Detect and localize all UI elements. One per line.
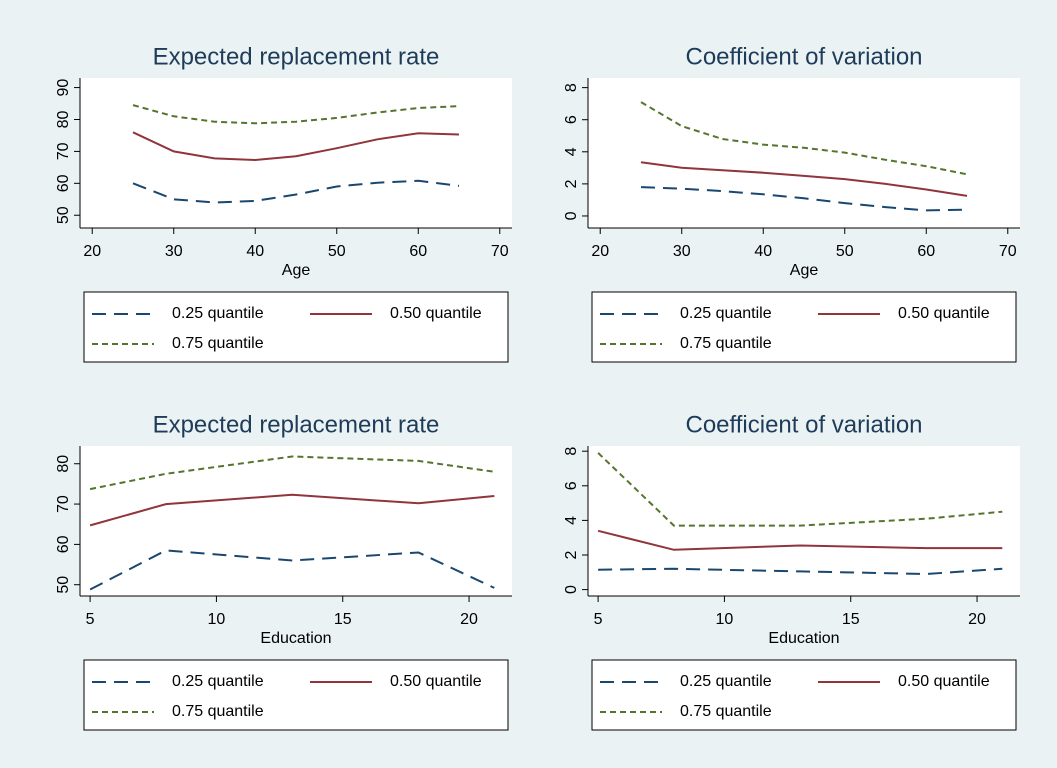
x-tick-label: 30 <box>673 243 691 260</box>
x-tick-label: 20 <box>83 243 101 260</box>
x-tick-label: 50 <box>836 243 854 260</box>
y-tick-label: 50 <box>55 206 72 224</box>
y-tick-label: 50 <box>55 576 72 594</box>
series-line <box>89 493 495 527</box>
y-tick-label: 8 <box>563 83 580 92</box>
legend-label: 0.75 quantile <box>680 335 772 352</box>
series-line <box>89 549 495 591</box>
legend-label: 0.25 quantile <box>680 673 772 690</box>
chart-title: Expected replacement rate <box>153 411 440 438</box>
y-tick-label: 60 <box>55 535 72 553</box>
panel: Coefficient of variation 0 2 4 6 8 20 30 40 50 60 7… <box>563 43 1020 363</box>
x-tick-label: 60 <box>917 243 935 260</box>
x-tick-label: 30 <box>165 243 183 260</box>
y-tick-label: 0 <box>563 211 580 220</box>
chart-title: Coefficient of variation <box>685 43 922 70</box>
y-tick-label: 70 <box>55 495 72 513</box>
legend-label: 0.75 quantile <box>680 703 772 720</box>
y-tick-label: 80 <box>55 110 72 128</box>
legend-label: 0.25 quantile <box>172 305 264 322</box>
x-tick-label: 10 <box>208 611 226 628</box>
y-tick-label: 60 <box>55 174 72 192</box>
series-line <box>597 529 1003 551</box>
legend-label: 0.50 quantile <box>898 673 990 690</box>
legend-box <box>83 659 509 731</box>
x-tick-label: 15 <box>334 611 352 628</box>
y-tick-label: 6 <box>563 115 580 124</box>
x-axis-label: Age <box>790 262 819 279</box>
chart-title: Expected replacement rate <box>153 43 440 70</box>
x-tick-label: 5 <box>86 611 95 628</box>
series-line <box>640 101 968 176</box>
x-axis-label: Education <box>768 630 839 647</box>
x-tick-label: 20 <box>460 611 478 628</box>
series-line <box>89 455 495 491</box>
series-line <box>132 104 460 125</box>
legend-label: 0.75 quantile <box>172 703 264 720</box>
panel: Expected replacement rate 50 60 70 80 5 10 15 20… <box>55 411 512 731</box>
legend-label: 0.50 quantile <box>390 673 482 690</box>
x-tick-label: 70 <box>999 243 1017 260</box>
plot-area <box>80 78 512 228</box>
x-tick-label: 50 <box>328 243 346 260</box>
y-tick-label: 70 <box>55 142 72 160</box>
series-line <box>132 131 460 162</box>
x-tick-label: 10 <box>716 611 734 628</box>
panel: Expected replacement rate 50 60 70 80 90 20 30 4… <box>55 43 512 363</box>
y-tick-label: 2 <box>563 179 580 188</box>
x-tick-label: 40 <box>246 243 264 260</box>
y-tick-label: 4 <box>563 516 580 525</box>
legend-label: 0.50 quantile <box>898 305 990 322</box>
x-axis-label: Age <box>282 262 311 279</box>
y-tick-label: 80 <box>55 455 72 473</box>
legend-label: 0.25 quantile <box>680 305 772 322</box>
x-tick-label: 15 <box>842 611 860 628</box>
plot-area <box>588 446 1020 596</box>
plot-area <box>588 78 1020 228</box>
series-line <box>597 452 1003 527</box>
x-axis-label: Education <box>260 630 331 647</box>
legend-box <box>591 659 1017 731</box>
legend-label: 0.25 quantile <box>172 673 264 690</box>
x-tick-label: 20 <box>591 243 609 260</box>
x-tick-label: 20 <box>968 611 986 628</box>
x-tick-label: 40 <box>754 243 772 260</box>
plot-area <box>80 446 512 596</box>
series-line <box>640 186 968 212</box>
series-line <box>640 161 968 197</box>
series-line <box>598 567 1003 576</box>
y-tick-label: 0 <box>563 585 580 594</box>
y-tick-label: 8 <box>563 447 580 456</box>
legend-label: 0.50 quantile <box>390 305 482 322</box>
x-tick-label: 60 <box>409 243 427 260</box>
y-tick-label: 4 <box>563 147 580 156</box>
y-tick-label: 6 <box>563 481 580 490</box>
legend-label: 0.75 quantile <box>172 335 264 352</box>
series-line <box>132 179 460 204</box>
legend-box <box>83 291 509 363</box>
panel: Coefficient of variation 0 2 4 6 8 5 10 15 20 Educ… <box>563 411 1020 731</box>
chart-title: Coefficient of variation <box>685 411 922 438</box>
y-tick-label: 90 <box>55 79 72 97</box>
x-tick-label: 70 <box>491 243 509 260</box>
y-tick-label: 2 <box>563 550 580 559</box>
x-tick-label: 5 <box>594 611 603 628</box>
legend-box <box>591 291 1017 363</box>
